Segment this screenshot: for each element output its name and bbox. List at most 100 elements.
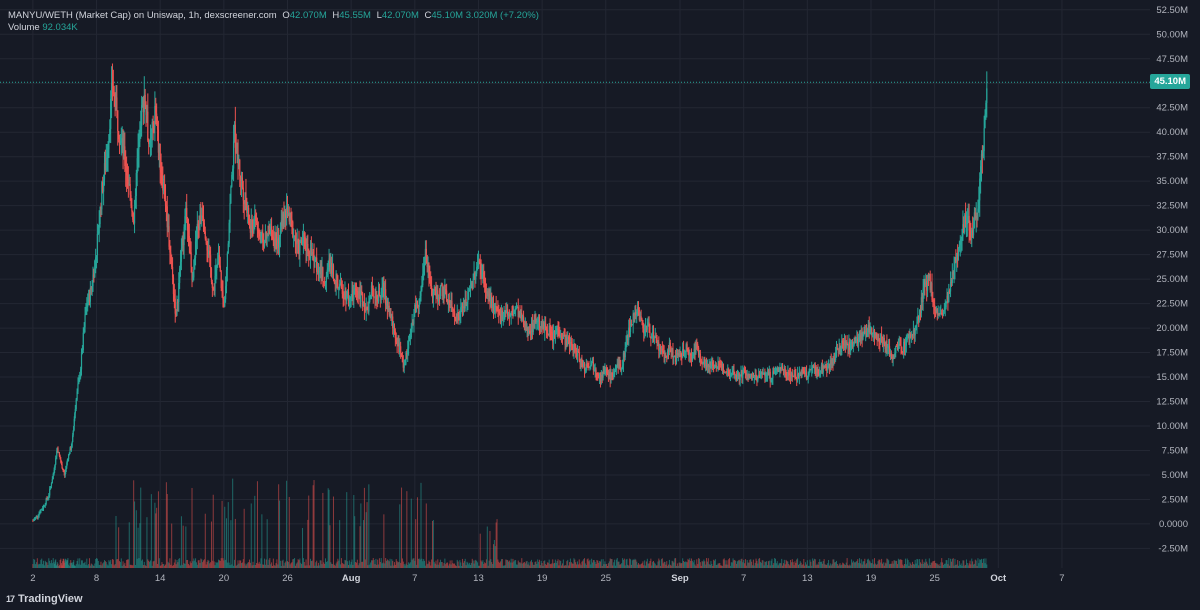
volume-bar [424, 560, 426, 568]
volume-bar [103, 562, 105, 568]
candle-body [432, 291, 434, 298]
volume-bar [361, 561, 363, 568]
candle-body [452, 307, 454, 310]
volume-bar [427, 563, 429, 568]
candle-body [298, 242, 300, 255]
candle-body [564, 336, 566, 345]
candle-body [907, 334, 909, 336]
candle-body [546, 330, 549, 334]
volume-bar [179, 558, 181, 568]
volume-bar [694, 564, 696, 568]
candle-body [80, 369, 82, 378]
volume-bar [927, 565, 929, 568]
candle-body [539, 327, 541, 329]
volume-bar [760, 562, 762, 568]
volume-bar [834, 562, 836, 568]
volume-bar [976, 565, 978, 568]
tradingview-logo[interactable]: 17 TradingView [6, 593, 83, 605]
volume-bar [254, 495, 256, 568]
volume-bar [107, 565, 109, 568]
volume-bar [287, 561, 288, 568]
candle-body [598, 375, 600, 379]
volume-bar [568, 565, 570, 568]
candle-body [73, 419, 75, 427]
volume-bar [458, 565, 460, 568]
volume-bar [960, 563, 962, 568]
candle-body [479, 261, 481, 269]
candle-body [886, 341, 888, 349]
volume-bar [116, 559, 118, 568]
candle-body [193, 269, 195, 278]
candle-body [389, 314, 391, 315]
volume-bar [839, 563, 841, 568]
volume-bar [37, 564, 39, 568]
volume-bar [316, 560, 318, 568]
volume-bar [858, 563, 860, 568]
candle-body [656, 337, 658, 344]
candle-body [818, 373, 820, 376]
volume-bar [977, 558, 979, 568]
candle-body [935, 308, 938, 313]
candle-body [946, 295, 948, 302]
candle-body [122, 138, 124, 156]
candle-body [744, 371, 747, 373]
candle-body [373, 296, 375, 298]
candle-body [133, 207, 136, 224]
candle-body [377, 290, 380, 302]
volume-bar [423, 559, 425, 568]
volume-bar [769, 565, 771, 568]
candle-body [562, 334, 564, 339]
volume-bar [56, 564, 58, 568]
volume-bar [69, 562, 71, 568]
candle-body [107, 149, 109, 158]
volume-bar [682, 558, 684, 568]
candle-body [646, 325, 648, 330]
candle-body [222, 290, 224, 300]
volume-bar [742, 562, 744, 568]
candle-body [777, 367, 779, 372]
candle-body [518, 311, 520, 318]
candle-body [497, 310, 499, 311]
candle-body [644, 325, 647, 332]
volume-bar [477, 562, 479, 568]
candle-body [74, 413, 76, 420]
candle-body [199, 215, 201, 229]
volume-bar [113, 565, 115, 568]
candle-body [260, 233, 262, 237]
candle-body [648, 322, 650, 332]
candle-body [272, 236, 274, 242]
candle-body [739, 375, 741, 381]
volume-bar [224, 506, 226, 568]
candle-body [325, 275, 327, 283]
volume-bar [91, 564, 93, 568]
candle-body [308, 251, 310, 257]
volume-bar [96, 558, 98, 568]
candle-body [709, 365, 711, 368]
candle-body [904, 345, 907, 348]
volume-bar [184, 563, 186, 568]
candle-body [938, 313, 940, 316]
volume-bar [225, 518, 227, 568]
candle-body [429, 276, 431, 280]
candle-body [766, 372, 769, 376]
change-value: 3.020M (+7.20%) [465, 10, 539, 21]
candle-body [440, 283, 442, 286]
candle-body [528, 331, 530, 334]
candle-body [237, 142, 239, 164]
volume-bar [734, 559, 736, 568]
volume-bar [257, 563, 259, 568]
candle-body [124, 146, 126, 167]
candle-body [219, 265, 221, 272]
candle-body [514, 310, 516, 312]
volume-bar [944, 563, 946, 568]
volume-bar [45, 562, 47, 568]
candle-body [336, 273, 338, 284]
volume-bar [571, 563, 573, 568]
volume-bar [954, 558, 956, 568]
candle-body [980, 154, 983, 167]
candle-body [927, 278, 930, 280]
volume-bar [598, 562, 600, 568]
candle-body [297, 240, 299, 243]
volume-bar [523, 562, 525, 568]
